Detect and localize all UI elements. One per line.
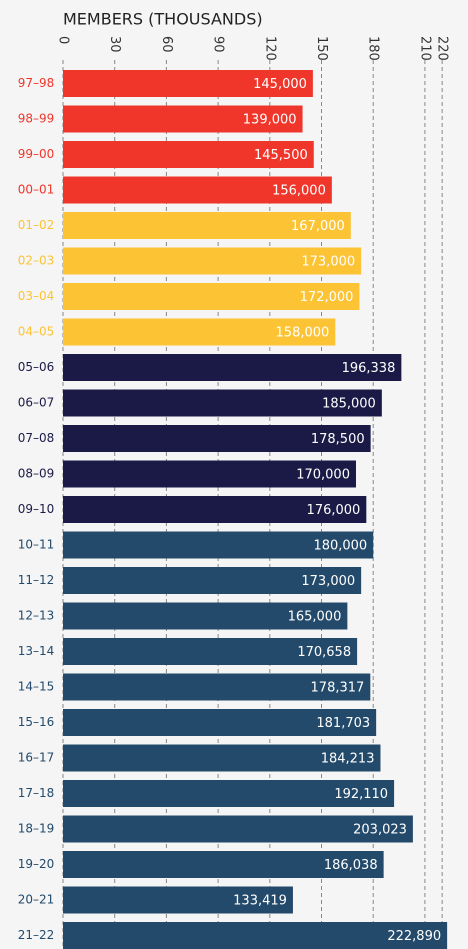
x-tick-label: 60 [159, 36, 174, 53]
category-label: 03–04 [18, 289, 55, 303]
category-label: 14–15 [18, 680, 55, 694]
bar [63, 105, 303, 133]
bar [63, 744, 381, 772]
value-label: 181,703 [316, 716, 370, 731]
value-label: 180,000 [313, 539, 367, 554]
value-label: 165,000 [288, 610, 342, 625]
category-label: 00–01 [18, 183, 55, 197]
value-label: 170,658 [297, 645, 351, 660]
category-label: 97–98 [18, 76, 55, 90]
x-tick-label: 30 [107, 36, 122, 53]
bar [63, 886, 293, 914]
x-tick-label: 220 [435, 36, 450, 61]
bar [63, 922, 448, 949]
category-label: 05–06 [18, 360, 55, 374]
x-tick-label: 150 [314, 36, 329, 61]
bar [63, 567, 362, 594]
value-label: 178,500 [311, 432, 365, 447]
bar [63, 176, 332, 204]
value-label: 186,038 [324, 858, 378, 873]
category-label: 15–16 [18, 715, 55, 729]
value-label: 176,000 [307, 503, 361, 518]
bar [63, 780, 395, 807]
value-label: 145,500 [254, 148, 308, 163]
value-label: 173,000 [301, 255, 355, 270]
bar [63, 247, 362, 275]
value-label: 192,110 [334, 787, 388, 802]
category-label: 10–11 [18, 538, 55, 552]
value-label: 167,000 [291, 219, 345, 234]
x-tick-label: 90 [211, 36, 226, 53]
category-label: 12–13 [18, 609, 55, 623]
bar [63, 602, 348, 630]
category-label: 20–21 [18, 893, 55, 907]
category-label: 18–19 [18, 822, 55, 836]
bar [63, 318, 336, 346]
value-label: 196,338 [342, 361, 396, 376]
value-label: 133,419 [233, 894, 287, 909]
category-label: 08–09 [18, 467, 55, 481]
value-label: 184,213 [321, 752, 375, 767]
x-tick-label: 0 [56, 36, 71, 44]
bar [63, 283, 360, 310]
category-label: 99–00 [18, 147, 55, 161]
bar [63, 496, 367, 523]
bar [63, 389, 382, 417]
category-label: 06–07 [18, 396, 55, 410]
category-label: 07–08 [18, 431, 55, 445]
bar [63, 638, 358, 665]
category-label: 02–03 [18, 254, 55, 268]
category-label: 13–14 [18, 644, 55, 658]
value-label: 172,000 [300, 290, 354, 305]
bar [63, 815, 413, 843]
value-label: 222,890 [387, 929, 441, 944]
value-label: 156,000 [272, 184, 326, 199]
value-label: 145,000 [253, 77, 307, 92]
category-label: 01–02 [18, 218, 55, 232]
value-label: 158,000 [276, 326, 330, 341]
bar [63, 709, 377, 736]
value-label: 170,000 [296, 468, 350, 483]
x-tick-label: 210 [417, 36, 432, 61]
bar [63, 531, 374, 559]
category-label: 16–17 [18, 751, 55, 765]
value-label: 185,000 [322, 397, 376, 412]
category-label: 09–10 [18, 502, 55, 516]
bar [63, 70, 313, 97]
category-label: 21–22 [18, 928, 55, 942]
x-tick-label: 120 [262, 36, 277, 61]
bar [63, 851, 384, 878]
category-label: 11–12 [18, 573, 55, 587]
value-label: 139,000 [243, 113, 297, 128]
bar [63, 354, 402, 381]
bar [63, 460, 356, 488]
category-label: 17–18 [18, 786, 55, 800]
value-label: 178,317 [311, 681, 365, 696]
bar [63, 673, 371, 701]
bar [63, 425, 371, 452]
category-label: 04–05 [18, 325, 55, 339]
category-label: 19–20 [18, 857, 55, 871]
bar [63, 141, 314, 168]
category-label: 98–99 [18, 112, 55, 126]
bar [63, 212, 351, 239]
value-label: 173,000 [301, 574, 355, 589]
x-tick-label: 180 [366, 36, 381, 61]
chart-title: MEMBERS (THOUSANDS) [63, 10, 263, 29]
value-label: 203,023 [353, 823, 407, 838]
